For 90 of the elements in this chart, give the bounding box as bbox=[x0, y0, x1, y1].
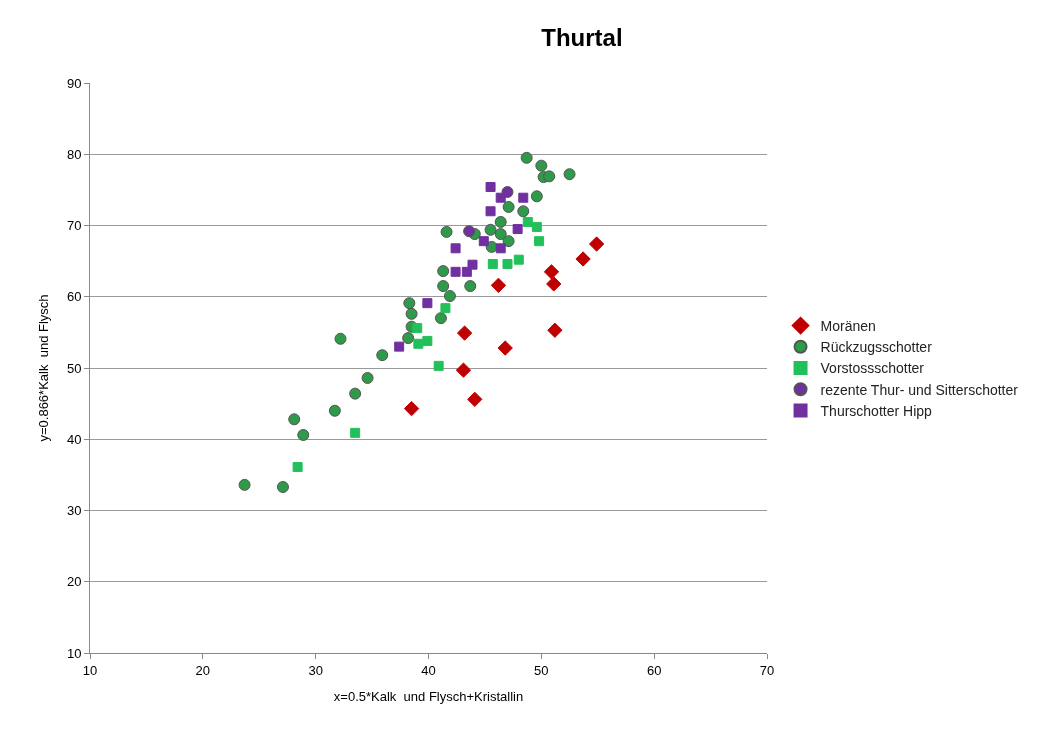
point bbox=[413, 338, 424, 349]
x-tick-label: 30 bbox=[308, 662, 323, 678]
point bbox=[361, 371, 374, 384]
legend-label: Moränen bbox=[820, 318, 876, 335]
point bbox=[440, 225, 453, 238]
point bbox=[494, 215, 507, 228]
point bbox=[467, 259, 478, 270]
point bbox=[531, 221, 542, 232]
y-tick-label: 10 bbox=[66, 645, 82, 661]
point bbox=[547, 322, 563, 338]
point bbox=[502, 200, 515, 213]
point bbox=[334, 332, 347, 345]
y-tick-label: 70 bbox=[66, 218, 82, 234]
point bbox=[495, 192, 506, 203]
point bbox=[402, 332, 415, 345]
point bbox=[518, 192, 529, 203]
point bbox=[443, 290, 456, 303]
point bbox=[575, 251, 591, 267]
point bbox=[434, 312, 447, 325]
point bbox=[517, 205, 530, 218]
point bbox=[403, 400, 420, 417]
y-tick-label: 50 bbox=[66, 360, 82, 376]
point bbox=[543, 170, 556, 183]
point bbox=[288, 413, 301, 426]
point bbox=[276, 480, 289, 493]
point bbox=[546, 276, 562, 292]
point bbox=[403, 297, 416, 310]
point bbox=[464, 280, 477, 293]
legend-label: Thurschotter Hipp bbox=[820, 402, 933, 419]
point bbox=[520, 151, 533, 164]
point bbox=[450, 243, 461, 254]
point bbox=[376, 349, 389, 362]
point bbox=[563, 168, 576, 181]
point bbox=[433, 360, 444, 371]
point bbox=[495, 243, 506, 254]
point bbox=[450, 266, 461, 277]
point bbox=[530, 190, 543, 203]
x-tick-label: 40 bbox=[421, 662, 436, 678]
legend-label: Vorstossschotter bbox=[820, 360, 925, 377]
point bbox=[394, 341, 405, 352]
y-tick-label: 40 bbox=[66, 431, 82, 447]
point bbox=[484, 223, 497, 236]
point bbox=[238, 478, 251, 491]
point bbox=[422, 298, 433, 309]
point bbox=[463, 225, 476, 238]
point bbox=[512, 224, 523, 235]
point bbox=[350, 427, 361, 438]
point bbox=[412, 323, 423, 334]
x-tick-label: 60 bbox=[646, 662, 662, 678]
y-tick-label: 20 bbox=[66, 574, 82, 590]
point bbox=[467, 391, 483, 407]
point bbox=[297, 428, 310, 441]
x-tick-label: 70 bbox=[759, 662, 775, 678]
point bbox=[588, 236, 605, 252]
point bbox=[490, 277, 507, 293]
point bbox=[494, 228, 507, 241]
point bbox=[485, 206, 496, 217]
y-tick-label: 60 bbox=[66, 289, 82, 305]
point bbox=[487, 258, 498, 269]
legend-label: Rückzugsschotter bbox=[820, 339, 933, 356]
point bbox=[437, 265, 450, 278]
point bbox=[455, 362, 472, 378]
y-tick-label: 30 bbox=[66, 503, 82, 519]
point bbox=[543, 264, 560, 280]
x-axis-title: x=0.5*Kalk und Flysch+Kristallin bbox=[333, 689, 524, 705]
legend-label: rezente Thur- und Sitterschotter bbox=[820, 381, 1019, 398]
point bbox=[478, 236, 489, 247]
point bbox=[534, 236, 545, 247]
point bbox=[422, 335, 433, 346]
point bbox=[502, 258, 513, 269]
point bbox=[349, 387, 362, 400]
point bbox=[497, 340, 513, 356]
y-tick-label: 80 bbox=[66, 146, 82, 162]
point bbox=[405, 307, 418, 320]
y-axis-title: y=0.866*Kalk und Flysch bbox=[35, 294, 51, 442]
point bbox=[440, 303, 451, 314]
point bbox=[437, 280, 450, 293]
chart-title: Thurtal bbox=[541, 24, 623, 52]
x-tick-label: 20 bbox=[195, 662, 211, 678]
point bbox=[522, 216, 533, 227]
point bbox=[513, 254, 524, 265]
point bbox=[292, 462, 303, 473]
point bbox=[485, 182, 496, 193]
point bbox=[456, 325, 473, 341]
x-tick-label: 50 bbox=[534, 662, 549, 678]
point bbox=[328, 404, 341, 417]
y-tick-label: 90 bbox=[66, 75, 82, 91]
x-tick-label: 10 bbox=[82, 662, 98, 678]
point bbox=[502, 235, 515, 248]
point bbox=[535, 159, 548, 172]
